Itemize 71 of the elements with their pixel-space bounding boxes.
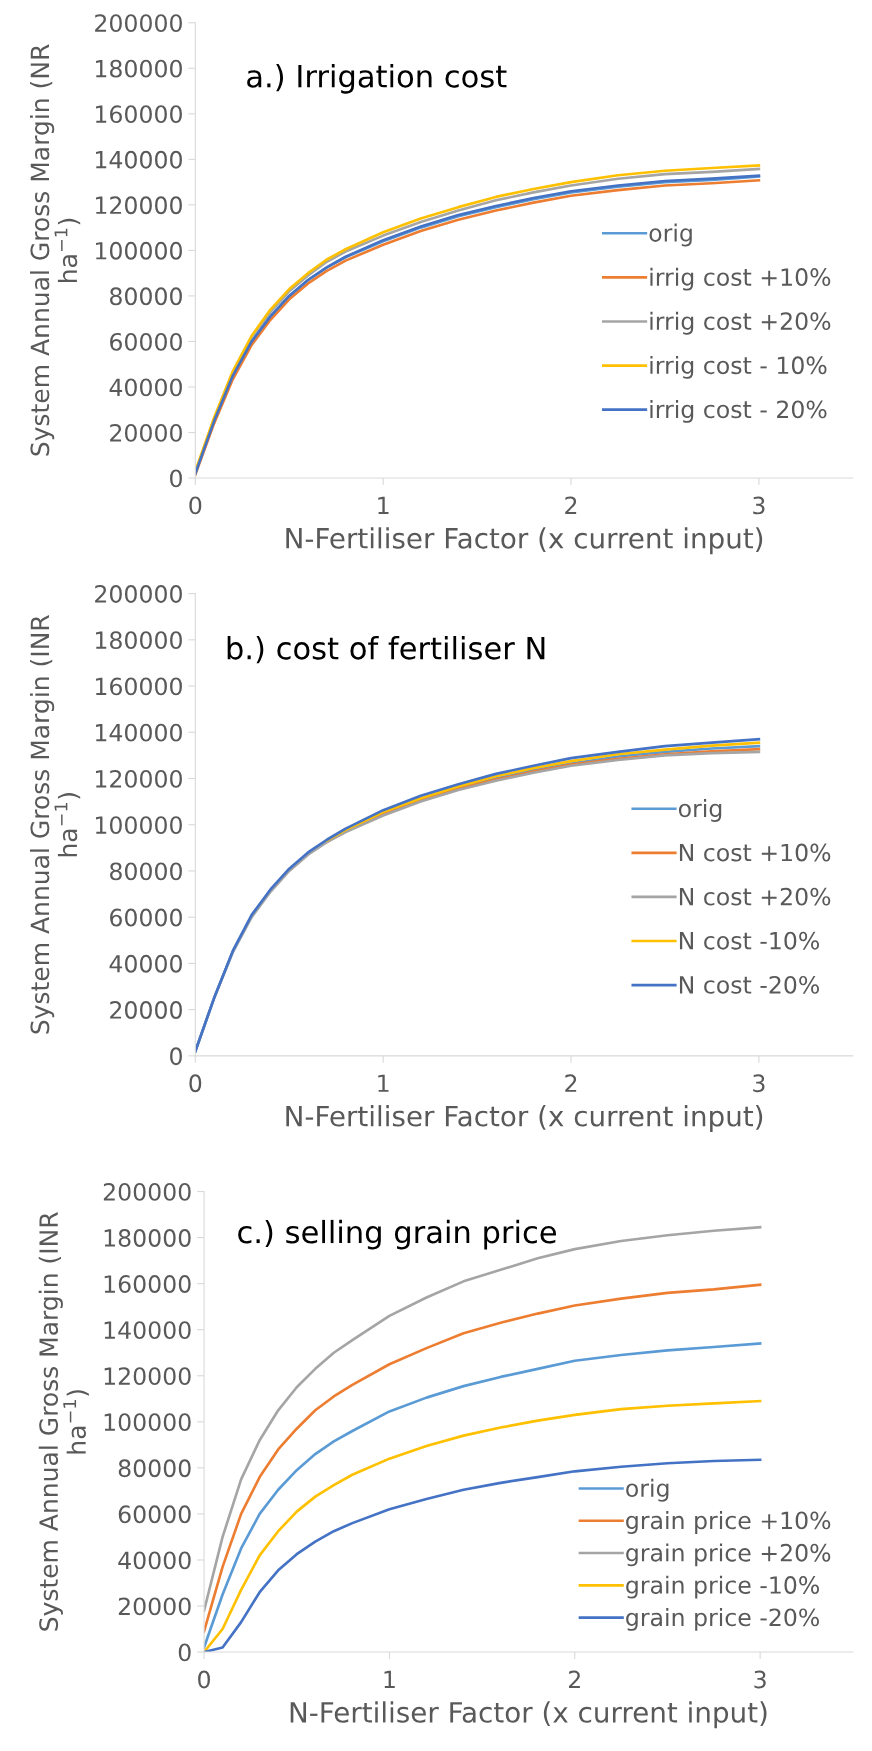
y-axis-title: System Annual Gross Margin (INR ha$^{−1}$) xyxy=(30,614,81,1034)
line-series xyxy=(204,1399,762,1653)
y-tick-label: 120000 xyxy=(95,196,182,215)
y-tick-label: 100000 xyxy=(95,816,182,835)
x-tick-label: 3 xyxy=(753,1074,765,1093)
y-tick-label: 40000 xyxy=(109,378,182,397)
y-tick-label: 180000 xyxy=(95,59,182,78)
y-tick-label: 160000 xyxy=(104,1275,191,1293)
legend-label: grain price +20% xyxy=(626,1543,831,1567)
y-tick-label: 140000 xyxy=(95,723,182,742)
legend-label: irrig cost - 20% xyxy=(650,400,827,423)
y-tick-label: 40000 xyxy=(109,954,182,973)
y-axis-title: System Annual Gross Margin (NR ha$^{−1}$) xyxy=(30,44,81,456)
y-tick-label: 120000 xyxy=(104,1367,191,1386)
legend-label: irrig cost - 10% xyxy=(650,355,827,379)
y-tick-label: 160000 xyxy=(95,105,182,124)
y-tick-label: 200000 xyxy=(103,1183,191,1201)
legend-label: N cost -20% xyxy=(679,975,819,994)
x-axis-title: N-Fertiliser Factor (x current input) xyxy=(286,1105,763,1132)
legend-label: irrig cost +10% xyxy=(650,267,831,291)
y-tick-label: 20000 xyxy=(110,423,182,442)
legend-label: grain price -20% xyxy=(626,1607,819,1631)
legend-label: grain price +10% xyxy=(626,1511,831,1534)
y-tick-label: 100000 xyxy=(104,1413,191,1432)
x-tick-label: 2 xyxy=(568,1670,580,1689)
y-tick-label: 140000 xyxy=(104,1321,191,1340)
line-series xyxy=(204,1458,762,1653)
x-tick-label: 0 xyxy=(198,1670,210,1689)
line-series xyxy=(204,1283,762,1633)
legend-label: irrig cost +20% xyxy=(650,311,831,335)
x-tick-label: 2 xyxy=(565,1074,577,1092)
x-tick-label: 1 xyxy=(378,496,389,515)
y-tick-label: 140000 xyxy=(95,150,182,169)
x-tick-label: 1 xyxy=(384,1670,395,1689)
y-tick-label: 60000 xyxy=(118,1505,191,1524)
x-tick-label: 3 xyxy=(754,1670,766,1689)
y-tick-label: 100000 xyxy=(95,241,182,260)
x-tick-label: 2 xyxy=(565,496,577,515)
y-axis-title: System Annual Gross Margin (INR ha$^{−1}$) xyxy=(38,1212,89,1631)
y-tick-label: 80000 xyxy=(118,1459,191,1478)
line-series xyxy=(204,1342,762,1649)
y-tick-label: 20000 xyxy=(118,1597,191,1616)
x-axis-title: N-Fertiliser Factor (x current input) xyxy=(286,527,763,555)
text: a.) Irrigation cost xyxy=(247,64,507,94)
y-tick-label: 80000 xyxy=(110,862,182,881)
y-tick-label: 0 xyxy=(170,1047,182,1066)
y-tick-label: 80000 xyxy=(110,287,182,306)
y-tick-label: 0 xyxy=(178,1643,191,1662)
y-tick-label: 40000 xyxy=(118,1551,191,1570)
legend-label: N cost +10% xyxy=(679,843,831,862)
y-tick-label: 0 xyxy=(170,469,182,488)
y-tick-label: 120000 xyxy=(95,769,182,788)
x-tick-label: 3 xyxy=(753,496,765,515)
y-tick-label: 200000 xyxy=(95,14,182,33)
legend-label: N cost -10% xyxy=(679,931,819,950)
y-tick-label: 180000 xyxy=(95,631,182,650)
legend-label: grain price -10% xyxy=(626,1575,819,1599)
legend-label: orig xyxy=(649,223,692,247)
y-tick-label: 200000 xyxy=(95,585,182,603)
x-tick-label: 1 xyxy=(378,1074,389,1092)
legend-label: N cost +20% xyxy=(679,887,831,906)
y-tick-label: 20000 xyxy=(110,1001,182,1019)
text: b.) cost of fertiliser N xyxy=(227,636,545,664)
x-axis-title: N-Fertiliser Factor (x current input) xyxy=(290,1701,767,1729)
text: c.) selling grain price xyxy=(238,1219,556,1250)
legend-label: orig xyxy=(678,799,722,822)
legend-label: orig xyxy=(626,1478,669,1502)
y-tick-label: 60000 xyxy=(110,908,182,927)
y-tick-label: 60000 xyxy=(110,332,182,351)
y-tick-label: 180000 xyxy=(104,1229,191,1247)
y-tick-label: 160000 xyxy=(95,677,182,696)
